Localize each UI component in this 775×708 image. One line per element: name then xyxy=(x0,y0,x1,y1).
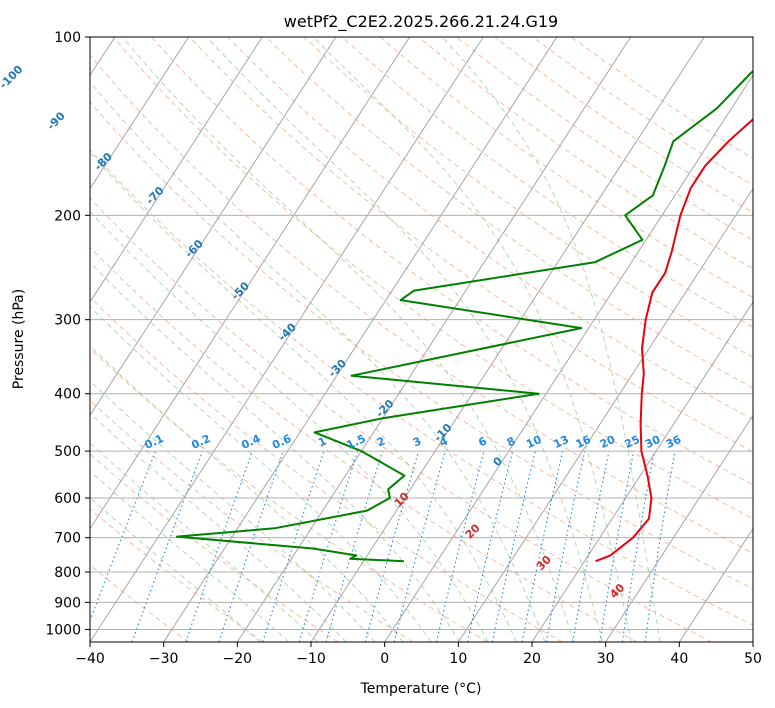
x-tick-label: 50 xyxy=(744,651,762,667)
mixing-ratio-line xyxy=(298,450,359,642)
x-tick-label: 40 xyxy=(670,651,688,667)
isotherm xyxy=(605,414,753,642)
x-tick-label: 30 xyxy=(597,651,615,667)
isotherm-label: -90 xyxy=(45,109,68,132)
moist-adiabat xyxy=(90,470,290,642)
moist-adiabat xyxy=(313,37,632,642)
mixing-ratio-line xyxy=(599,450,635,642)
x-axis: −40 −30 −20 −10 0 10 20 30 40 50 xyxy=(75,642,762,667)
y-tick-label: 900 xyxy=(54,595,81,611)
mixing-ratio-label: 25 xyxy=(623,433,642,451)
y-tick-label: 200 xyxy=(54,208,81,224)
y-axis: 100 200 300 400 500 600 700 800 900 1000 xyxy=(45,30,90,638)
mixing-ratio-line xyxy=(262,450,325,642)
isotherm xyxy=(90,37,337,417)
plot-background xyxy=(90,37,753,642)
isotherm xyxy=(678,527,753,642)
moist-adiabat xyxy=(206,37,603,642)
chart-title: wetPf2_C2E2.2025.266.21.24.G19 xyxy=(284,12,558,32)
mixing-ratio-label: 13 xyxy=(552,433,571,451)
mixing-ratio-line xyxy=(644,451,676,642)
series-line-temperature xyxy=(595,117,753,563)
y-axis-title: Pressure (hPa) xyxy=(11,289,27,389)
isotherm xyxy=(90,37,410,530)
y-tick-label: 500 xyxy=(54,444,81,460)
y-tick-label: 800 xyxy=(54,565,81,581)
x-tick-label: −40 xyxy=(75,651,105,667)
dry-adiabat xyxy=(90,508,264,642)
moist-adiabat xyxy=(441,37,661,642)
isotherm xyxy=(90,37,263,303)
isotherm xyxy=(457,187,753,642)
isotherm xyxy=(384,74,753,642)
y-tick-label: 1000 xyxy=(45,622,81,638)
moist-adiabat xyxy=(121,37,575,642)
x-axis-title: Temperature (°C) xyxy=(360,681,482,697)
dry-adiabat xyxy=(90,453,339,642)
y-tick-label: 600 xyxy=(54,491,81,507)
moist-adiabat xyxy=(90,380,376,642)
dry-adiabat xyxy=(90,149,753,626)
mixing-ratio-line xyxy=(90,450,157,622)
mixing-ratio-line xyxy=(218,450,284,642)
mixing-ratio-label: 30 xyxy=(643,433,663,451)
mixing-ratio-line xyxy=(364,450,420,642)
plot-frame xyxy=(89,36,754,643)
y-tick-label: 300 xyxy=(54,313,81,329)
isotherm xyxy=(236,37,631,642)
y-tick-label: 700 xyxy=(54,531,81,547)
isotherm-label: -100 xyxy=(0,63,26,92)
x-tick-label: −20 xyxy=(223,651,253,667)
moist-adiabat xyxy=(90,442,319,642)
moist-adiabat xyxy=(90,305,432,642)
x-tick-label: −10 xyxy=(296,651,326,667)
moist-adiabat xyxy=(90,81,546,642)
mixing-ratio-line xyxy=(325,450,383,642)
x-tick-label: 0 xyxy=(380,651,389,667)
dry-adiabat xyxy=(90,197,712,642)
x-tick-label: −30 xyxy=(149,651,179,667)
moist-adiabat xyxy=(90,497,261,642)
moist-adiabat xyxy=(90,261,461,642)
y-tick-label: 100 xyxy=(54,30,81,46)
dry-adiabat xyxy=(90,347,488,642)
profile-series xyxy=(175,70,753,563)
mixing-ratio-line xyxy=(572,450,610,642)
mixing-ratio-label: 20 xyxy=(598,433,618,451)
mixing-ratio-label: 16 xyxy=(574,433,594,451)
isotherm xyxy=(90,37,189,190)
isotherm xyxy=(752,641,753,642)
series-line-dewpoint xyxy=(175,70,753,563)
mixing-ratio-label: 10 xyxy=(524,433,544,451)
moist-adiabat xyxy=(90,210,489,642)
moist-adiabat xyxy=(90,345,404,642)
isotherm xyxy=(90,37,484,642)
dry-adiabat xyxy=(112,37,753,520)
x-tick-label: 10 xyxy=(449,651,467,667)
dry-adiabat xyxy=(90,296,563,642)
isotherm xyxy=(310,37,705,642)
mixing-ratio-line xyxy=(545,450,586,642)
x-tick-label: 20 xyxy=(523,651,541,667)
y-tick-label: 400 xyxy=(54,387,81,403)
dry-adiabat xyxy=(265,37,753,389)
mixing-ratio-line xyxy=(621,451,655,642)
moist-adiabat xyxy=(90,151,517,642)
isotherm xyxy=(531,301,753,642)
mixing-ratio-line xyxy=(521,450,564,642)
mixing-ratio-label: 36 xyxy=(664,433,684,451)
dry-adiabat xyxy=(341,37,753,328)
